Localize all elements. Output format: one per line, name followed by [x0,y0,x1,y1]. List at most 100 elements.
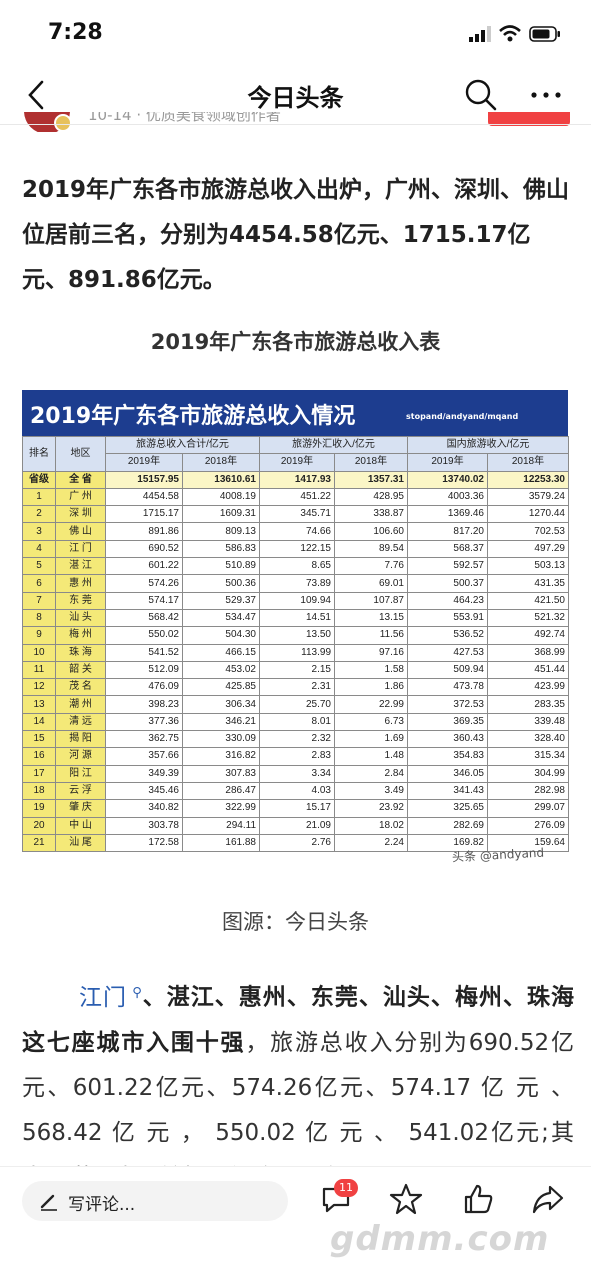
rank-cell: 14 [22,712,56,732]
city-cell: 汕 头 [55,608,106,628]
rank-cell: 1 [22,487,56,507]
total-2018-cell: 330.09 [182,730,260,749]
total-2019-cell: 512.09 [105,660,183,680]
chevron-left-icon [28,80,44,110]
forex-2018-cell: 13.15 [334,608,408,628]
total-2019-cell: 357.66 [105,747,183,766]
domestic-2019-cell: 568.37 [407,539,488,559]
domestic-2018-cell: 702.53 [487,522,569,541]
table-row: 17 阳 江 349.39 307.83 3.34 2.84 346.05 304.99 [22,764,569,783]
table-row: 18 云 浮 345.46 286.47 4.03 3.49 341.43 282.98 [22,781,569,801]
total-2018-cell: 510.89 [182,557,260,576]
table-row: 13 潮 州 398.23 306.34 25.70 22.99 372.53 283.35 [22,695,569,714]
forex-2018-cell: 69.01 [334,574,408,593]
total-2018-cell: 500.36 [182,574,260,593]
forex-2018-cell: 89.54 [334,539,408,559]
total-2019-cell: 349.39 [105,764,183,783]
total-2019-cell: 172.58 [105,833,183,853]
status-time: 7:28 [48,20,103,45]
domestic-2018-cell: 276.09 [487,816,569,835]
domestic-2018-cell: 368.99 [487,643,569,662]
total-2019-cell: 690.52 [105,539,183,559]
forex-2019-cell: 2.31 [259,678,335,697]
forex-2019-cell: 122.15 [259,539,335,559]
city-cell: 梅 州 [55,626,106,645]
forex-2019-cell: 1417.93 [259,470,335,489]
forex-2019-cell: 4.03 [259,781,335,801]
share-button[interactable] [530,1181,566,1217]
thumbs-up-icon [464,1184,493,1214]
total-2019-cell: 4454.58 [105,487,183,507]
total-2018-cell: 1609.31 [182,505,260,524]
forex-2019-cell: 2.32 [259,730,335,749]
domestic-2019-cell: 372.53 [407,695,488,714]
forex-2018-cell: 3.49 [334,781,408,801]
domestic-2018-cell: 503.13 [487,557,569,576]
domestic-2019-cell: 473.78 [407,678,488,697]
page-title: 今日头条 [247,84,344,112]
image-watermark: 头条 @andyand [451,845,545,865]
table-row: 21 汕 尾 172.58 161.88 2.76 2.24 169.82 159.64 [22,833,569,853]
rank-cell: 5 [22,557,56,576]
forex-2018-cell: 2.84 [334,764,408,783]
rank-cell: 20 [22,816,56,835]
total-2019-cell: 345.46 [105,781,183,801]
comment-input[interactable]: 写评论... [22,1181,288,1221]
rank-cell: 4 [22,539,56,559]
total-2018-cell: 529.37 [182,591,260,610]
table-banner-tag: stopand/andyand/mqand [406,412,519,421]
domestic-2018-cell: 283.35 [487,695,569,714]
like-button[interactable] [460,1181,496,1217]
table-header-row: 排名 地区 旅游总收入合计/亿元 旅游外汇收入/亿元 国内旅游收入/亿元 [22,435,569,472]
forex-2018-cell: 428.95 [334,487,408,507]
table-banner-title: 2019年广东各市旅游总收入情况 [30,404,356,429]
city-cell: 惠 州 [55,574,106,593]
search-button[interactable] [464,78,498,112]
header-year-2018: 2018年 [334,453,408,472]
domestic-2019-cell: 427.53 [407,643,488,662]
entity-link-jiangmen[interactable]: 江门 ⚲ [78,984,142,1011]
total-2018-cell: 466.15 [182,643,260,662]
forex-2018-cell: 1.48 [334,747,408,766]
back-button[interactable] [22,78,52,112]
rank-cell: 省级 [22,470,56,489]
total-2019-cell: 1715.17 [105,505,183,524]
star-icon [389,1183,423,1215]
total-2019-cell: 377.36 [105,712,183,732]
more-icon [531,92,561,98]
total-2019-cell: 476.09 [105,678,183,697]
table-image[interactable]: 2019年广东各市旅游总收入情况 stopand/andyand/mqand 排… [22,390,569,874]
table-subheader-row: 2019年 2018年 2019年 2018年 2019年 2018年 [23,453,569,472]
forex-2018-cell: 7.76 [334,557,408,576]
city-cell: 云 浮 [55,781,106,801]
table-row: 12 茂 名 476.09 425.85 2.31 1.86 473.78 423.99 [22,678,569,697]
forex-2018-cell: 18.02 [334,816,408,835]
forex-2019-cell: 25.70 [259,695,335,714]
total-2019-cell: 574.26 [105,574,183,593]
city-cell: 河 源 [55,747,106,766]
total-2018-cell: 346.21 [182,712,260,732]
table-row: 14 清 远 377.36 346.21 8.01 6.73 369.35 339.48 [22,712,569,732]
table-row: 10 珠 海 541.52 466.15 113.99 97.16 427.53 368.99 [22,643,569,662]
total-2019-cell: 15157.95 [105,470,183,489]
more-button[interactable] [528,80,564,110]
rank-cell: 17 [22,764,56,783]
header-year-2019: 2019年 [407,453,488,472]
city-cell: 潮 州 [55,695,106,714]
total-2018-cell: 13610.61 [182,470,260,489]
domestic-2018-cell: 299.07 [487,799,569,818]
domestic-2019-cell: 369.35 [407,712,488,732]
city-cell: 肇 庆 [55,799,106,818]
total-2019-cell: 891.86 [105,522,183,541]
rank-cell: 18 [22,781,56,801]
rank-cell: 6 [22,574,56,593]
total-2018-cell: 504.30 [182,626,260,645]
table-row: 11 韶 关 512.09 453.02 2.15 1.58 509.94 451.44 [22,660,569,680]
image-credit: 图源：今日头条 [222,910,369,934]
forex-2018-cell: 338.87 [334,505,408,524]
total-2018-cell: 425.85 [182,678,260,697]
favorite-button[interactable] [388,1181,424,1217]
follow-button[interactable] [488,112,570,126]
total-2018-cell: 316.82 [182,747,260,766]
